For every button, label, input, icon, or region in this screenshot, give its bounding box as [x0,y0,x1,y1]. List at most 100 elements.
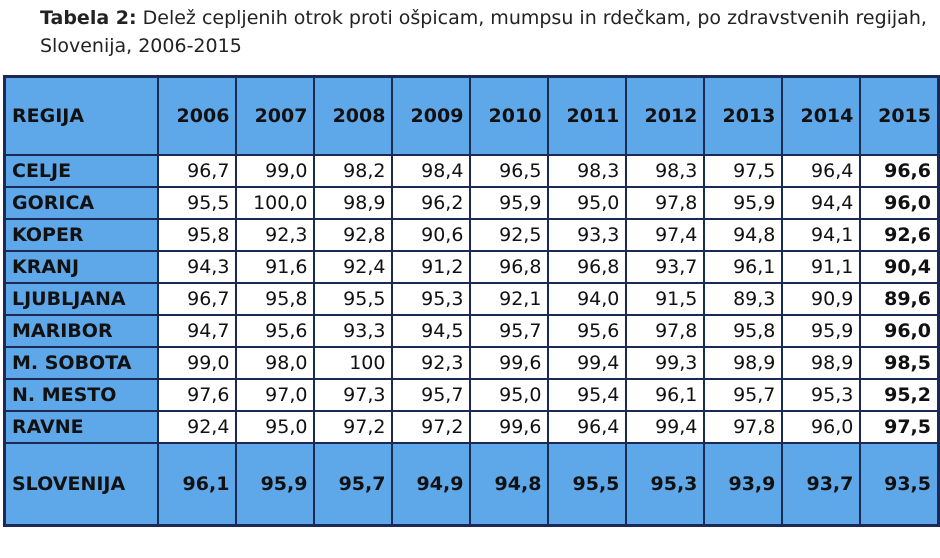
cell: 99,0 [235,154,316,188]
cell: 94,3 [157,250,238,284]
cell: 97,6 [157,378,238,412]
cell: 95,0 [235,410,316,444]
cell: 96,6 [859,154,940,188]
cell: 95,7 [313,442,394,527]
cell: 95,7 [469,314,550,348]
cell: 99,3 [625,346,706,380]
row-label: REGIJA [3,75,160,156]
cell: 94,5 [391,314,472,348]
row-label: SLOVENIJA [3,442,160,527]
cell: 98,3 [625,154,706,188]
cell: 92,5 [469,218,550,252]
cell: 93,3 [313,314,394,348]
cell: 98,4 [391,154,472,188]
cell: 97,8 [625,314,706,348]
cell: 2011 [547,75,628,156]
row-label: CELJE [3,154,160,188]
cell: 96,1 [157,442,238,527]
cell: 97,2 [391,410,472,444]
row-label: GORICA [3,186,160,220]
cell: 94,7 [157,314,238,348]
cell: 99,0 [157,346,238,380]
cell: 98,2 [313,154,394,188]
cell: 95,7 [703,378,784,412]
cell: 2013 [703,75,784,156]
cell: 95,0 [469,378,550,412]
cell: 95,8 [157,218,238,252]
row-label: N. MESTO [3,378,160,412]
data-row: LJUBLJANA 96,7 95,8 95,5 95,3 92,1 94,0 91,5 89,… [3,282,940,316]
cell: 94,8 [469,442,550,527]
cell: 95,5 [547,442,628,527]
cell: 95,9 [469,186,550,220]
cell: 96,1 [703,250,784,284]
row-label: M. SOBOTA [3,346,160,380]
cell: 2014 [781,75,862,156]
cell: 97,5 [859,410,940,444]
cell: 95,8 [703,314,784,348]
cell: 97,4 [625,218,706,252]
cell: 95,2 [859,378,940,412]
table: REGIJA 2006 2007 2008 2009 2010 2011 2012 2013 20… [3,75,940,527]
cell: 97,5 [703,154,784,188]
cell: 97,2 [313,410,394,444]
cell: 93,3 [547,218,628,252]
cell: 95,5 [157,186,238,220]
cell: 95,0 [547,186,628,220]
cell: 94,9 [391,442,472,527]
cell: 97,3 [313,378,394,412]
cell: 96,5 [469,154,550,188]
cell: 90,9 [781,282,862,316]
cell: 99,4 [625,410,706,444]
data-row: GORICA 95,5 100,0 98,9 96,2 95,9 95,0 97,8 95,9 9… [3,186,940,220]
cell: 92,3 [391,346,472,380]
cell: 92,4 [157,410,238,444]
header-row: REGIJA 2006 2007 2008 2009 2010 2011 2012 2013 20… [3,75,940,156]
cell: 90,6 [391,218,472,252]
data-row: MARIBOR 94,7 95,6 93,3 94,5 95,7 95,6 97,8 95,8 9… [3,314,940,348]
cell: 97,8 [703,410,784,444]
cell: 98,0 [235,346,316,380]
cell: 93,7 [781,442,862,527]
cell: 94,1 [781,218,862,252]
cell: 96,8 [469,250,550,284]
cell: 96,0 [859,186,940,220]
cell: 91,1 [781,250,862,284]
cell: 95,6 [547,314,628,348]
data-row: RAVNE 92,4 95,0 97,2 97,2 99,6 96,4 99,4 97,8 96,… [3,410,940,444]
cell: 92,8 [313,218,394,252]
cell: 95,9 [703,186,784,220]
cell: 95,3 [391,282,472,316]
cell: 95,7 [391,378,472,412]
cell: 95,3 [781,378,862,412]
cell: 92,6 [859,218,940,252]
data-row: KOPER 95,8 92,3 92,8 90,6 92,5 93,3 97,4 94,8 94,… [3,218,940,252]
cell: 96,2 [391,186,472,220]
cell: 95,5 [313,282,394,316]
cell: 2010 [469,75,550,156]
cell: 90,4 [859,250,940,284]
cell: 2007 [235,75,316,156]
cell: 2009 [391,75,472,156]
row-label: KOPER [3,218,160,252]
data-row: CELJE 96,7 99,0 98,2 98,4 96,5 98,3 98,3 97,5 96,… [3,154,940,188]
cell: 92,1 [469,282,550,316]
cell: 96,4 [781,154,862,188]
row-label: MARIBOR [3,314,160,348]
cell: 98,3 [547,154,628,188]
cell: 89,6 [859,282,940,316]
cell: 96,0 [781,410,862,444]
row-label: LJUBLJANA [3,282,160,316]
cell: 96,7 [157,282,238,316]
title-label: Tabela 2: [40,7,137,29]
cell: 95,6 [235,314,316,348]
cell: 93,9 [703,442,784,527]
cell: 97,0 [235,378,316,412]
cell: 94,4 [781,186,862,220]
cell: 100 [313,346,394,380]
cell: 95,3 [625,442,706,527]
cell: 96,8 [547,250,628,284]
total-row: SLOVENIJA 96,1 95,9 95,7 94,9 94,8 95,5 95,3 93,… [3,442,940,527]
cell: 2006 [157,75,238,156]
